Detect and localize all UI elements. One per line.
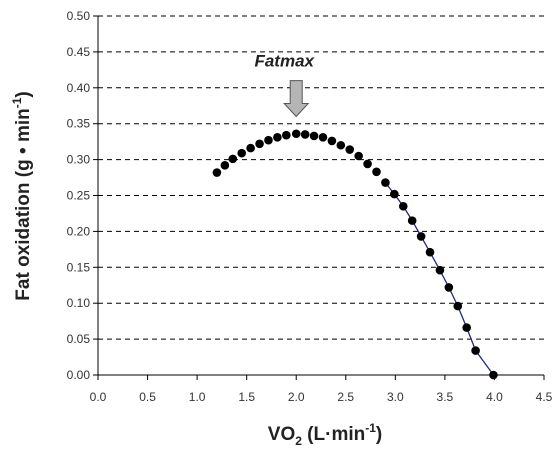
y-tick-label: 0.15 [67,260,91,274]
fit-line [384,182,495,376]
x-axis-title-unit-open: (L [302,424,326,445]
fatmax-label: Fatmax [254,52,315,71]
y-tick-label: 0.45 [67,45,91,59]
data-point-9 [291,129,301,139]
y-tick-label: 0.00 [67,368,91,382]
data-point-28 [462,323,471,332]
x-axis-title-unit: min [331,424,365,445]
data-point-27 [453,301,463,311]
y-axis-title: Fat oxidation (g • min-1) [10,91,34,300]
data-point-6 [264,135,273,145]
data-point-18 [372,167,381,177]
data-point-16 [354,151,363,161]
y-tick-label: 0.05 [67,332,91,346]
x-tick-label: 1.0 [189,390,206,404]
x-tick-label: 4.0 [486,390,503,404]
x-tick-label: 2.5 [337,390,354,404]
x-tick-label: 0.5 [139,390,156,404]
x-axis-title-unit-close: ) [376,424,382,445]
axes [93,15,545,380]
x-tick-labels: 0.0 0.5 1.0 1.5 2.0 2.5 3.0 3.5 4.0 4.5 [90,390,553,404]
data-points [212,129,498,380]
data-point-30 [489,370,498,380]
data-point-23 [416,232,426,241]
grid-lines [98,15,544,340]
x-tick-label: 4.5 [536,390,553,404]
y-tick-label: 0.50 [67,9,91,23]
y-tick-labels: 0.00 0.05 0.10 0.15 0.20 0.25 0.30 0.35 0.40 0.45… [67,9,91,382]
data-point-1 [220,161,230,170]
y-tick-label: 0.35 [67,117,91,131]
data-point-7 [273,133,282,142]
data-point-8 [282,130,291,140]
x-tick-label: 0.0 [90,390,107,404]
data-point-26 [444,283,454,292]
data-point-2 [228,154,238,164]
y-tick-label: 0.10 [67,296,91,310]
data-point-4 [246,143,255,153]
data-point-13 [327,136,337,146]
data-point-12 [318,133,328,142]
fatmax-arrow [283,80,310,118]
data-point-0 [212,168,222,177]
y-axis-title-exponent: -1 [10,97,24,108]
data-point-10 [300,130,310,139]
data-point-21 [398,201,408,211]
x-axis-title-main: VO [268,424,295,445]
x-axis-title-subscript: 2 [295,434,302,448]
data-point-22 [407,216,417,225]
data-point-3 [237,148,247,158]
x-tick-label: 3.0 [387,390,404,404]
y-axis-title-close: ) [13,91,34,97]
data-point-29 [471,346,480,355]
x-tick-label: 3.5 [437,390,454,404]
data-point-24 [425,247,435,257]
data-point-14 [336,140,346,150]
fit-curve [384,182,495,376]
data-point-15 [345,145,355,154]
data-point-20 [390,189,399,199]
data-point-17 [363,159,372,169]
fatmax-annotation: Fatmax [254,52,316,118]
x-tick-label: 1.5 [238,390,255,404]
data-point-25 [435,265,445,275]
x-axis-title-unit-dot: · [325,424,331,445]
y-tick-label: 0.30 [67,153,91,167]
data-point-11 [309,131,319,141]
x-axis-title: VO2 (L·min-1) [268,421,382,448]
data-point-19 [381,178,390,187]
x-tick-label: 2.0 [288,390,305,404]
y-tick-label: 0.40 [67,81,91,95]
y-tick-label: 0.25 [67,189,91,203]
y-axis-title-main: Fat oxidation (g • min [13,108,34,300]
x-axis-title-unit-exponent: -1 [365,421,376,435]
data-point-5 [255,139,264,149]
y-tick-label: 0.20 [67,224,91,238]
